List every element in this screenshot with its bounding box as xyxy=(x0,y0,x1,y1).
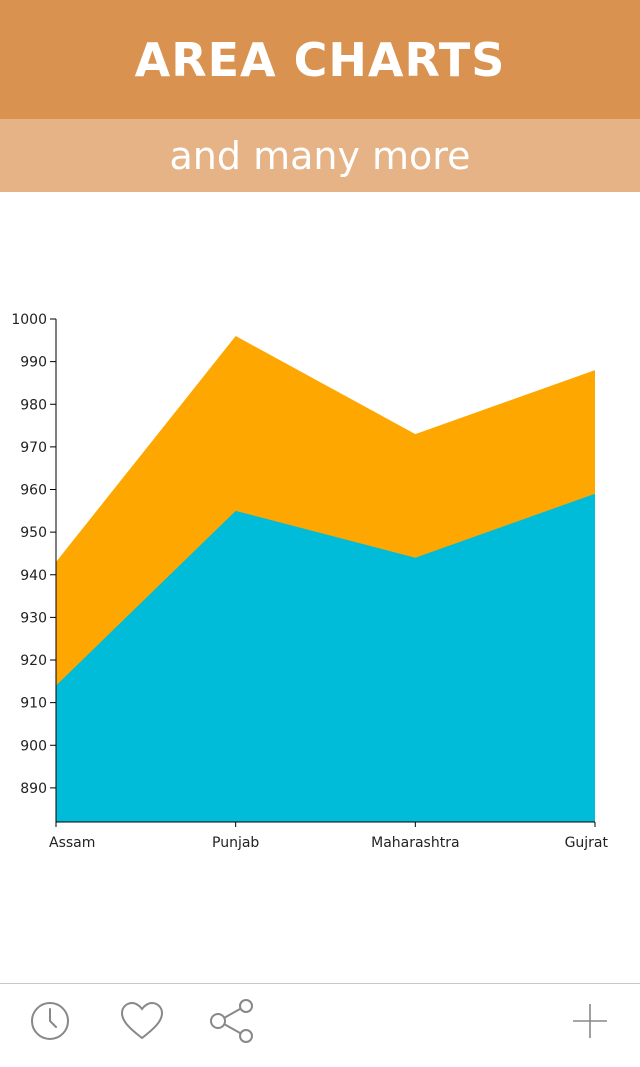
plus-icon xyxy=(573,1004,607,1038)
y-tick-label: 950 xyxy=(20,525,47,541)
y-tick-label: 990 xyxy=(20,355,47,371)
area-chart: 890 900 910 920 930 940 950 960 970 980 990 1000 Ass… xyxy=(11,312,608,851)
x-tick-label: Gujrat xyxy=(565,835,609,851)
page-subtitle: and many more xyxy=(169,133,471,178)
chart-areas xyxy=(56,336,595,822)
y-tick-label: 890 xyxy=(20,781,47,797)
y-tick-label: 1000 xyxy=(11,312,47,328)
history-button[interactable] xyxy=(25,996,75,1046)
area-series-1 xyxy=(56,493,595,822)
share-button[interactable] xyxy=(207,996,257,1046)
subheader-bar: and many more xyxy=(0,119,640,192)
y-tick-label: 960 xyxy=(20,483,47,499)
share-icon xyxy=(210,999,253,1043)
page-title: AREA CHARTS xyxy=(134,32,506,87)
chart-axes: 890 900 910 920 930 940 950 960 970 980 990 1000 Ass… xyxy=(11,312,608,851)
x-tick-label: Punjab xyxy=(212,835,259,851)
y-tick-label: 900 xyxy=(20,738,47,754)
header-bar: AREA CHARTS xyxy=(0,0,640,119)
heart-icon xyxy=(120,1001,164,1040)
y-tick-label: 970 xyxy=(20,440,47,456)
y-tick-label: 930 xyxy=(20,610,47,626)
x-tick-label: Maharashtra xyxy=(371,835,459,851)
y-tick-label: 940 xyxy=(20,568,47,584)
clock-icon xyxy=(31,1002,69,1040)
y-tick-label: 920 xyxy=(20,653,47,669)
x-tick-label: Assam xyxy=(49,835,95,851)
add-button[interactable] xyxy=(565,996,615,1046)
favorite-button[interactable] xyxy=(117,996,167,1046)
y-tick-label: 980 xyxy=(20,397,47,413)
bottom-toolbar xyxy=(0,983,640,1067)
y-tick-label: 910 xyxy=(20,696,47,712)
